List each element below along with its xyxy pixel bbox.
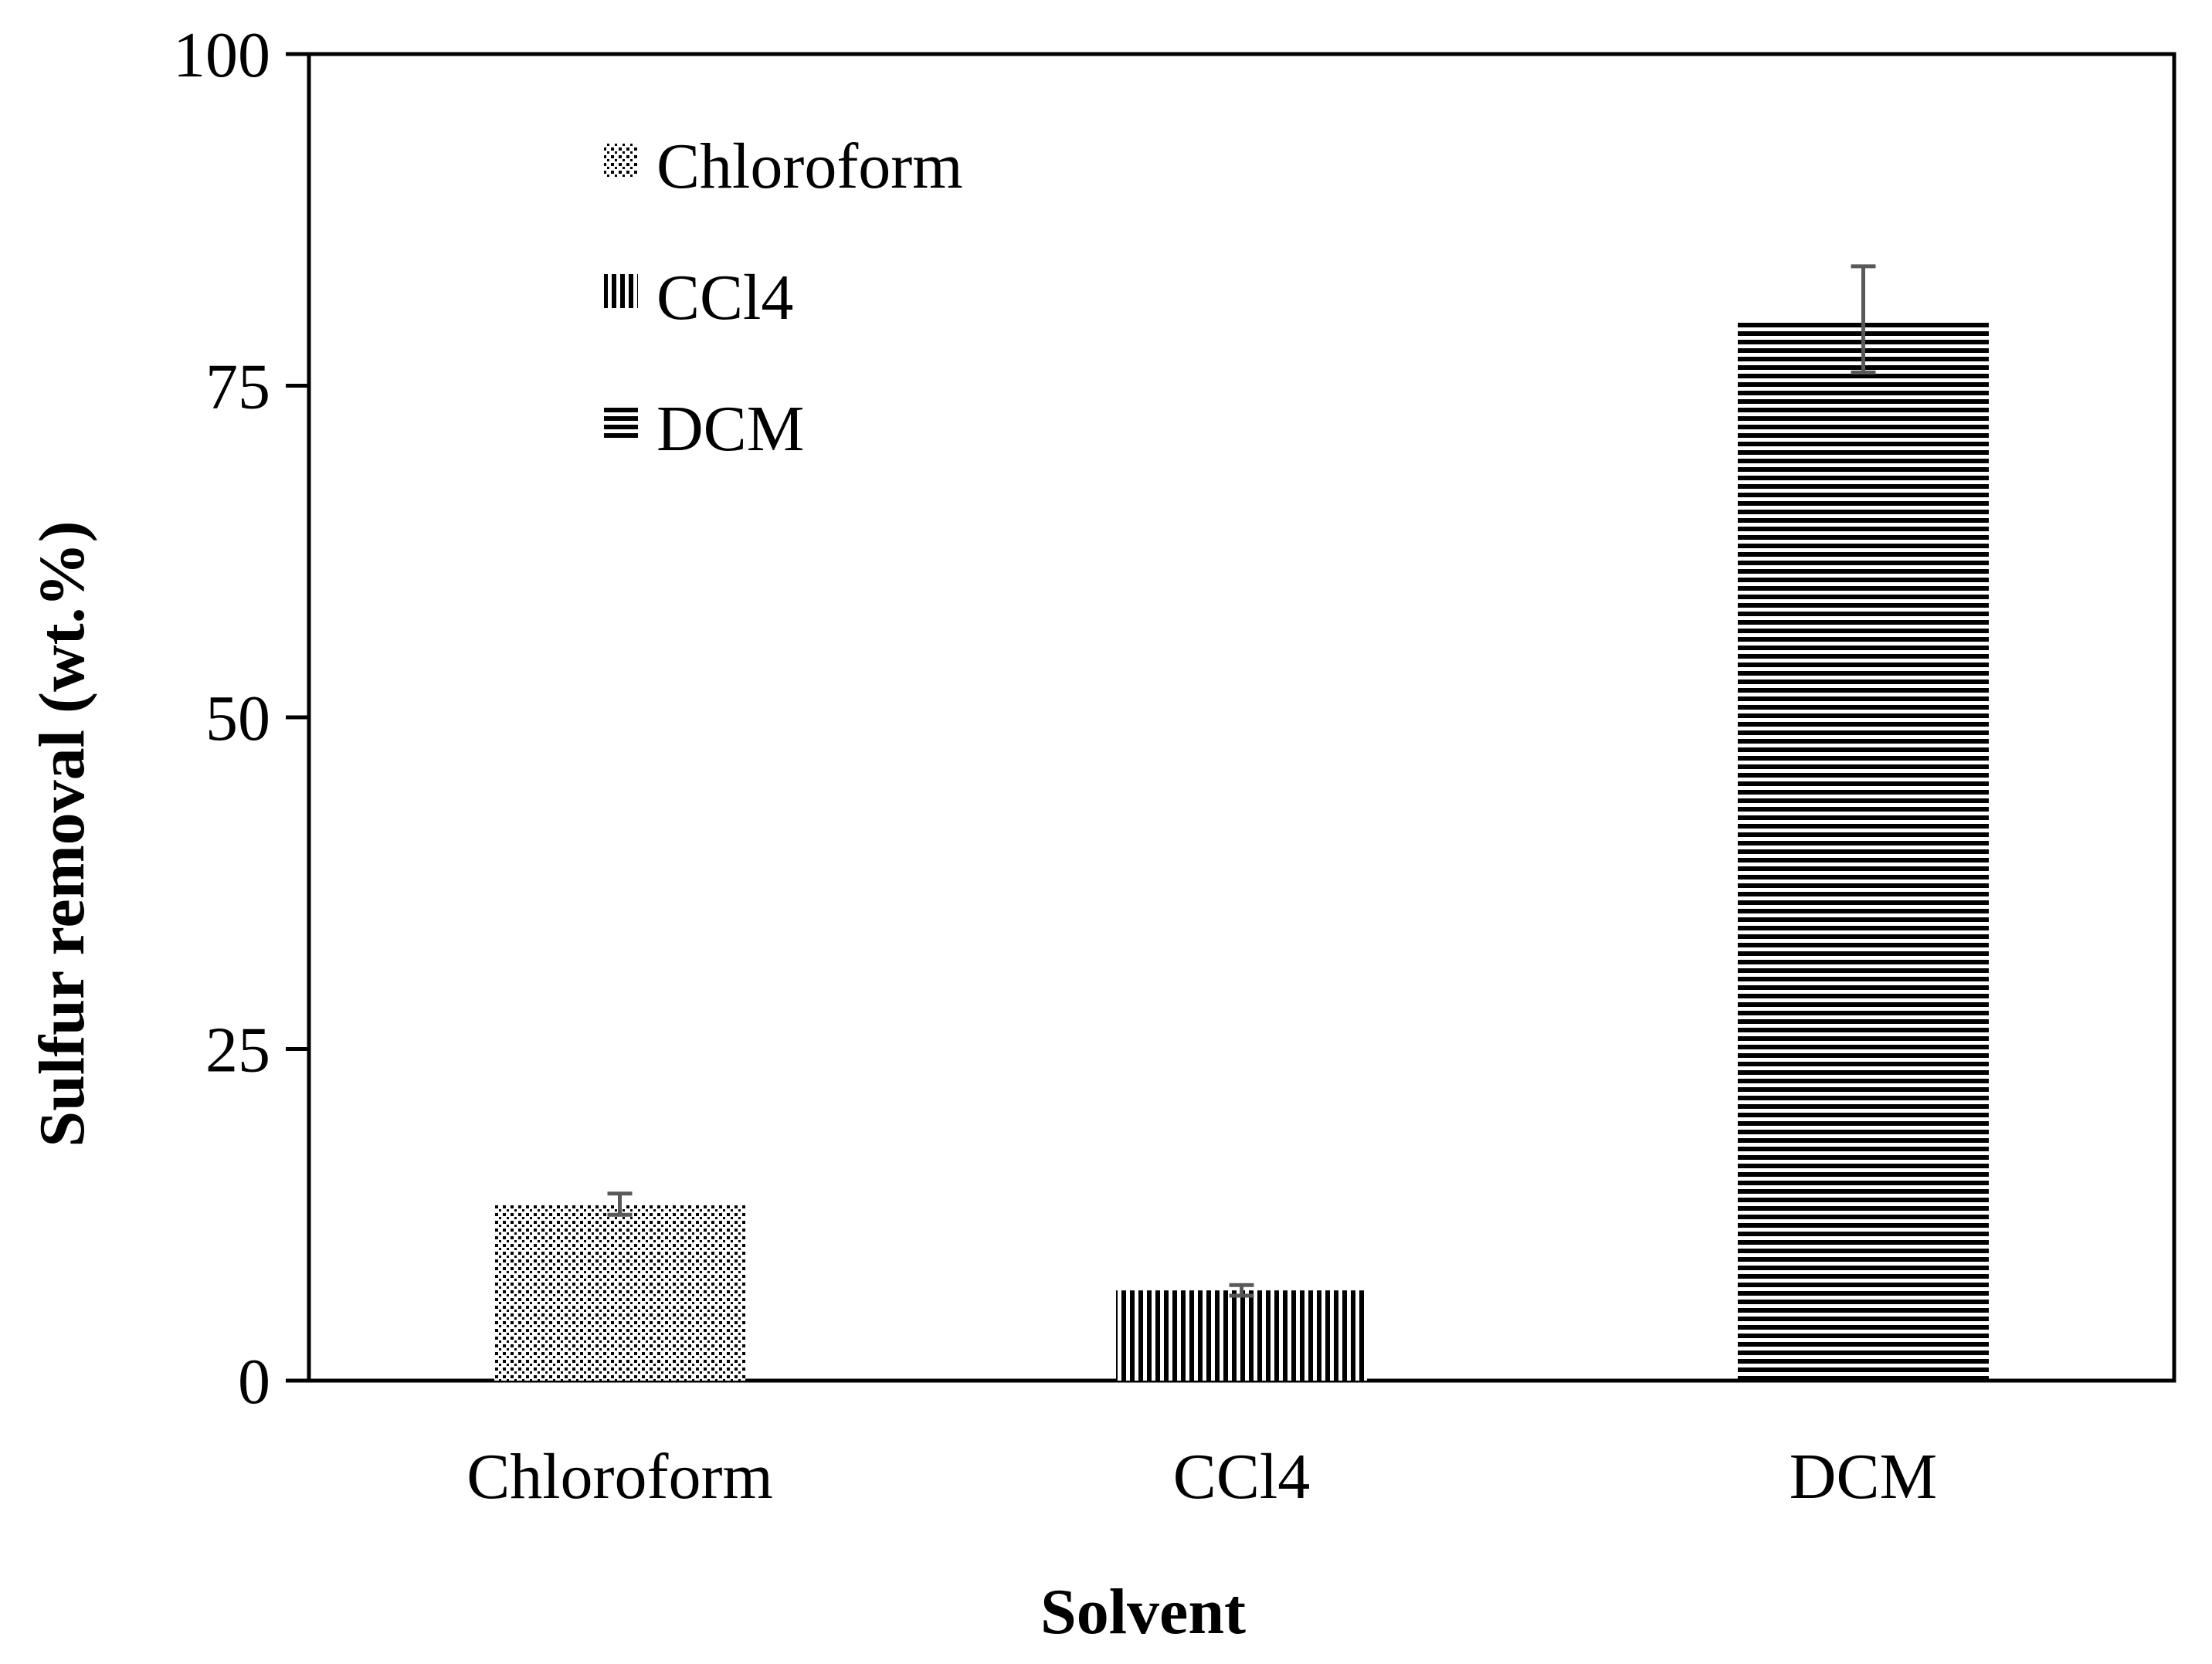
x-tick-label: CCl4 [1173, 1441, 1310, 1513]
legend-swatch [604, 143, 638, 177]
bar-chloroform [494, 1204, 745, 1381]
error-bar-chloroform [607, 1191, 633, 1217]
error-bar-ccl4 [1229, 1283, 1254, 1298]
bar-ccl4 [1116, 1290, 1367, 1381]
y-tick-label: 50 [205, 683, 270, 754]
legend-item-ccl4: CCl4 [604, 262, 793, 334]
legend-label: Chloroform [656, 130, 963, 202]
legend-label: CCl4 [656, 262, 793, 334]
x-axis-title: Solvent [1040, 1576, 1246, 1648]
bars [494, 264, 1989, 1381]
bar-dcm [1738, 319, 1989, 1381]
legend: Chloroform CCl4 DCM [604, 130, 963, 465]
y-axis: 0 25 50 75 100 [173, 19, 309, 1418]
legend-label: DCM [656, 393, 804, 465]
y-tick-label: 75 [205, 351, 270, 423]
error-bar-dcm [1851, 264, 1876, 374]
x-axis: Chloroform CCl4 DCM [466, 1441, 1937, 1513]
x-tick-label: Chloroform [466, 1441, 773, 1513]
legend-item-chloroform: Chloroform [604, 130, 963, 202]
y-tick-label: 25 [205, 1015, 270, 1086]
legend-swatch [604, 274, 638, 308]
y-axis-title: Sulfur removal (wt.%) [26, 520, 98, 1147]
legend-swatch [604, 405, 638, 439]
y-tick-label: 100 [173, 19, 270, 91]
y-tick-label: 0 [238, 1346, 270, 1418]
legend-item-dcm: DCM [604, 393, 804, 465]
x-tick-label: DCM [1790, 1441, 1937, 1513]
